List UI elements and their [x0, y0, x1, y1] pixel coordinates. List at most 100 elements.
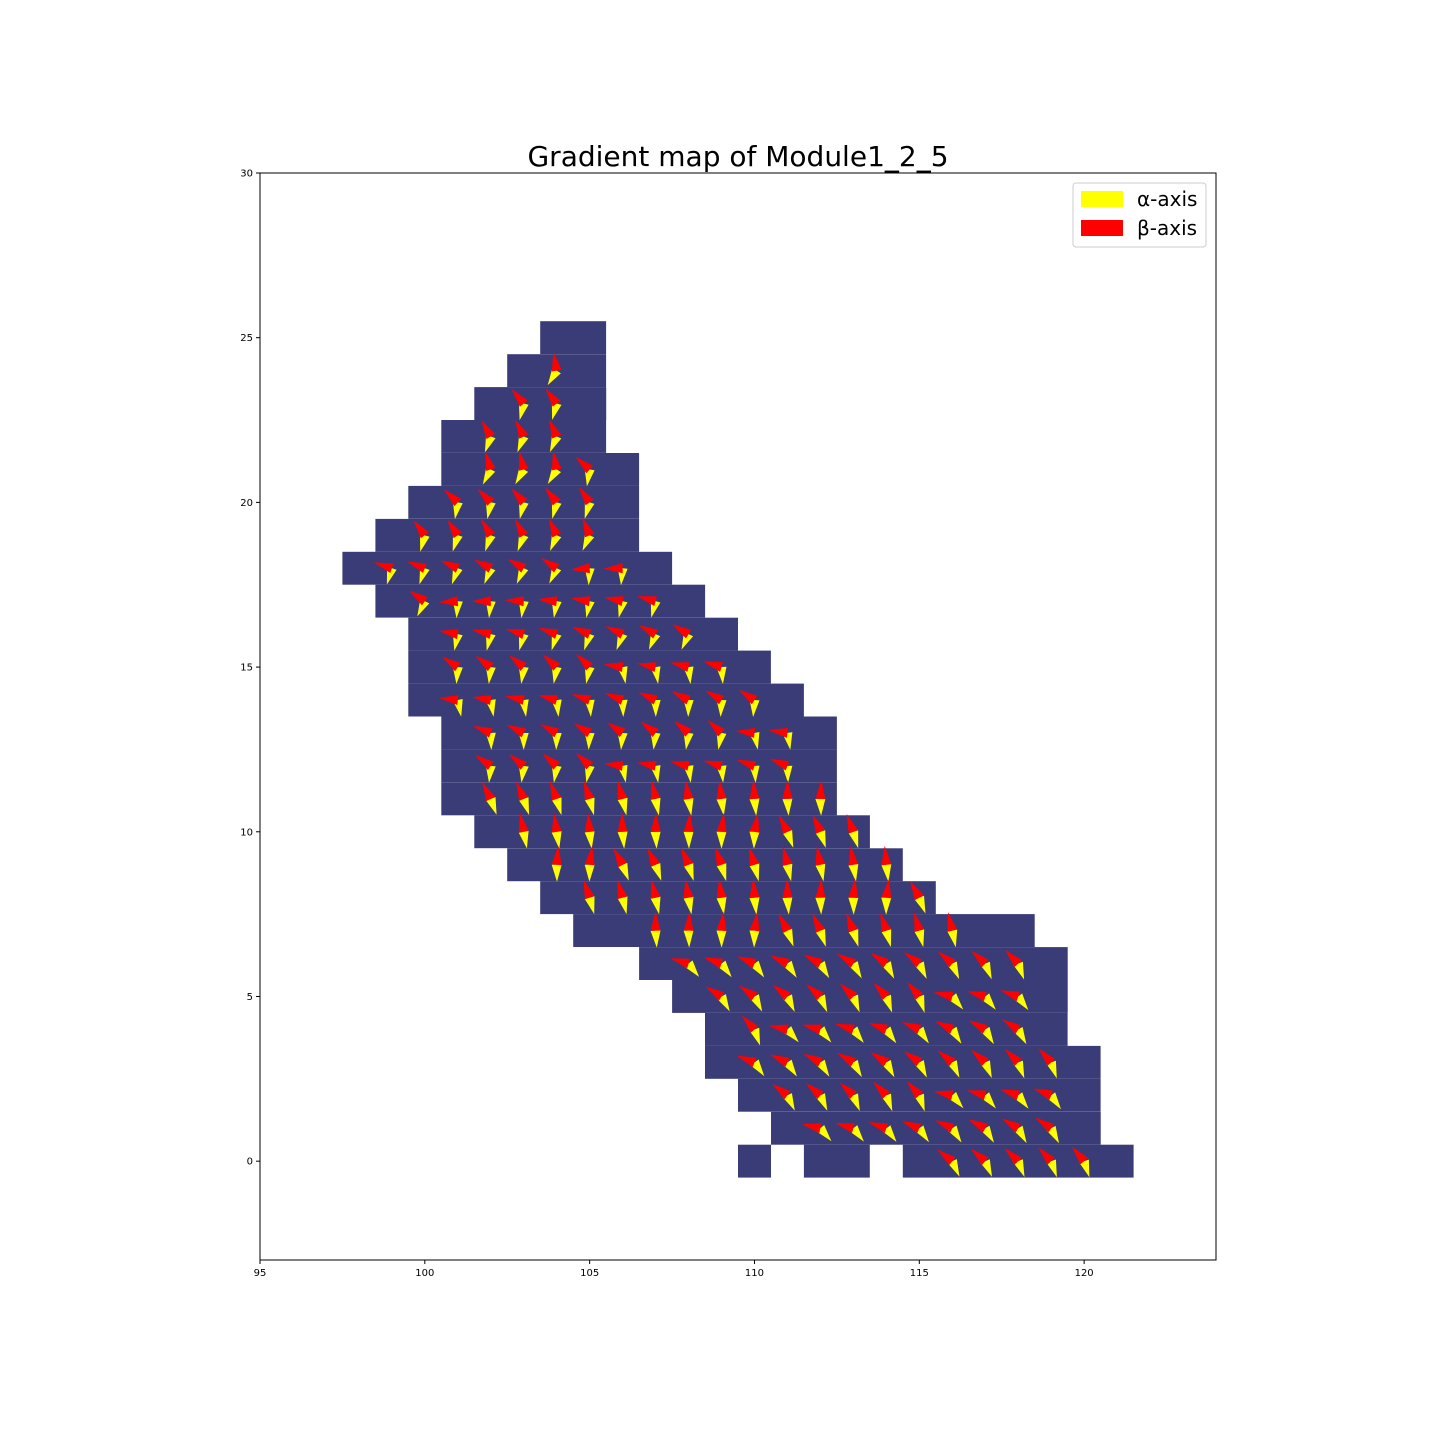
alpha-arrow	[582, 533, 595, 551]
gradient-arrow	[782, 878, 793, 915]
gradient-arrow	[815, 878, 826, 915]
gradient-arrow	[812, 913, 826, 947]
gradient-arrow	[846, 814, 859, 849]
gradient-arrow	[438, 596, 463, 619]
gradient-arrow	[770, 1054, 797, 1077]
beta-arrow	[537, 596, 558, 607]
gradient-arrow	[674, 720, 694, 750]
gradient-arrow	[1038, 1048, 1057, 1079]
beta-arrow	[1000, 990, 1020, 1002]
legend-swatch-beta	[1081, 220, 1123, 236]
beta-arrow	[647, 847, 661, 867]
alpha-arrow	[914, 961, 927, 979]
gradient-arrow	[671, 691, 694, 717]
legend-label-alpha: α-axis	[1137, 187, 1197, 211]
grid-cell	[474, 815, 870, 849]
gradient-arrow	[1005, 949, 1025, 980]
beta-arrow	[485, 451, 496, 471]
legend-swatch-alpha	[1081, 191, 1123, 207]
x-tick-label: 110	[745, 1268, 764, 1279]
grid-cell	[540, 321, 607, 355]
beta-arrow	[571, 694, 592, 705]
cells-layer	[342, 321, 1134, 1178]
gradient-arrow	[617, 879, 628, 915]
beta-arrow	[716, 780, 727, 800]
gradient-arrow	[647, 847, 662, 881]
gradient-arrow	[805, 1083, 828, 1111]
gradient-arrow	[716, 878, 727, 915]
gradient-arrow	[873, 1081, 893, 1112]
beta-arrow	[475, 655, 494, 672]
beta-arrow	[968, 1119, 988, 1133]
gradient-arrow	[970, 1148, 992, 1177]
alpha-arrow	[485, 501, 496, 519]
gradient-arrow	[971, 1049, 992, 1078]
beta-arrow	[782, 846, 793, 866]
alpha-arrow	[749, 798, 760, 816]
gradient-arrow	[749, 779, 760, 816]
beta-arrow	[447, 519, 462, 539]
beta-arrow	[516, 781, 529, 801]
beta-arrow	[551, 450, 562, 471]
x-tick-label: 105	[580, 1268, 599, 1279]
alpha-arrow	[550, 533, 562, 551]
beta-arrow	[703, 957, 724, 969]
gradient-arrow	[681, 847, 694, 881]
gradient-arrow	[782, 779, 793, 816]
beta-arrow	[549, 781, 562, 801]
gradient-arrow	[582, 517, 595, 551]
grid-cell	[540, 881, 936, 915]
gradient-arrow	[576, 653, 595, 684]
gradient-arrow	[505, 695, 529, 717]
beta-arrow	[650, 911, 661, 931]
beta-arrow	[507, 558, 527, 573]
gradient-arrow	[1071, 1146, 1090, 1178]
gradient-arrow	[815, 846, 826, 882]
beta-arrow	[935, 1120, 955, 1133]
gradient-arrow	[538, 628, 562, 651]
alpha-arrow	[551, 666, 562, 684]
beta-arrow	[575, 456, 593, 474]
grid-cell	[441, 453, 640, 486]
beta-arrow	[505, 628, 526, 639]
gradient-arrow	[1033, 1088, 1061, 1110]
beta-arrow	[716, 911, 727, 932]
grid-cell	[803, 1144, 870, 1178]
alpha-arrow	[683, 831, 694, 849]
beta-arrow	[670, 662, 690, 672]
gradient-arrow	[511, 389, 529, 421]
alpha-arrow	[782, 798, 793, 816]
alpha-arrow	[980, 961, 992, 980]
alpha-arrow	[749, 831, 760, 849]
beta-arrow	[846, 814, 858, 834]
gradient-arrow	[638, 692, 661, 717]
beta-arrow	[471, 596, 491, 607]
gradient-arrow	[516, 781, 530, 815]
alpha-arrow	[617, 896, 628, 915]
beta-arrow	[749, 813, 760, 833]
gradient-arrow	[839, 1082, 860, 1111]
gradient-arrow	[636, 662, 661, 684]
alpha-arrow	[981, 1092, 996, 1109]
beta-arrow	[545, 388, 561, 407]
beta-arrow	[770, 955, 790, 969]
gradient-arrow	[570, 563, 595, 586]
beta-arrow	[604, 596, 624, 607]
gradient-arrow	[575, 456, 595, 487]
gradient-arrow	[617, 780, 628, 816]
alpha-arrow	[617, 797, 628, 816]
alpha-arrow	[716, 732, 727, 750]
beta-arrow	[672, 624, 692, 639]
gradient-arrow	[835, 1123, 864, 1142]
alpha-arrow	[980, 1159, 992, 1177]
alpha-arrow	[881, 897, 892, 915]
alpha-arrow	[816, 1026, 832, 1043]
beta-arrow	[1004, 1048, 1022, 1066]
beta-arrow	[674, 720, 692, 737]
beta-arrow	[670, 958, 690, 969]
alpha-arrow	[815, 994, 828, 1013]
gradient-arrow	[515, 451, 529, 485]
beta-arrow	[542, 753, 560, 770]
chart-title: Gradient map of Module1_2_5	[527, 140, 948, 173]
beta-arrow	[584, 812, 595, 833]
